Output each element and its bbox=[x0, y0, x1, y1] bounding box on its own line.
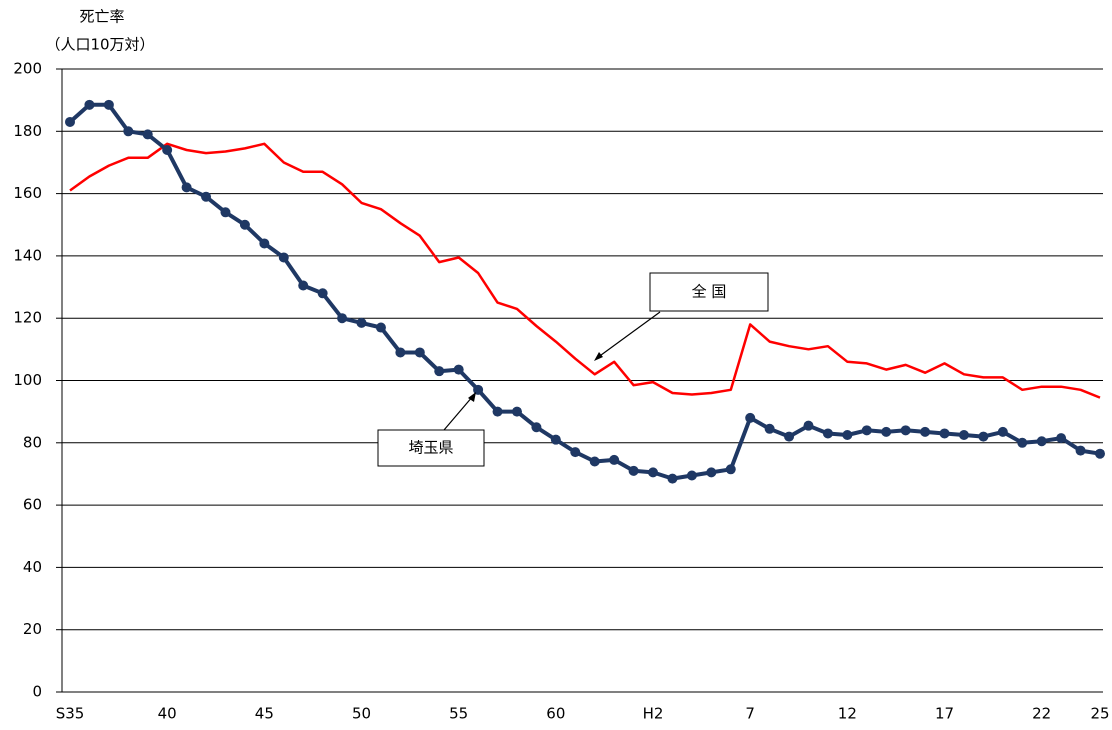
marker bbox=[65, 116, 75, 127]
marker bbox=[1056, 433, 1067, 444]
marker bbox=[978, 431, 989, 442]
marker bbox=[453, 364, 464, 375]
marker bbox=[745, 412, 756, 423]
marker bbox=[511, 406, 522, 417]
arrow bbox=[596, 311, 661, 359]
marker bbox=[861, 425, 872, 436]
marker bbox=[337, 313, 348, 324]
x-tick-label: 25 bbox=[1090, 705, 1109, 723]
y-tick-label: 120 bbox=[13, 309, 42, 327]
marker bbox=[881, 426, 892, 437]
x-tick-label: 45 bbox=[255, 705, 274, 723]
marker bbox=[900, 425, 911, 436]
marker bbox=[939, 428, 950, 439]
x-tick-label: S35 bbox=[56, 705, 85, 723]
y-tick-label: 180 bbox=[13, 122, 42, 140]
series-label: 全 国 bbox=[692, 283, 727, 301]
label-box bbox=[649, 272, 769, 312]
y-tick-label: 140 bbox=[13, 246, 42, 264]
arrow-head bbox=[594, 352, 603, 361]
marker bbox=[822, 428, 833, 439]
marker bbox=[1017, 437, 1028, 448]
y-tick-label: 60 bbox=[23, 496, 42, 514]
marker bbox=[1075, 445, 1086, 456]
marker bbox=[317, 288, 328, 299]
series-label: 埼玉県 bbox=[408, 439, 453, 457]
marker bbox=[259, 238, 270, 249]
marker bbox=[725, 464, 736, 475]
marker bbox=[803, 420, 814, 431]
marker bbox=[686, 470, 697, 481]
y-tick-label: 100 bbox=[13, 371, 42, 389]
marker bbox=[84, 99, 95, 110]
marker bbox=[920, 426, 931, 437]
marker bbox=[414, 347, 425, 358]
marker bbox=[667, 473, 678, 484]
marker bbox=[239, 219, 250, 230]
y-tick-label: 20 bbox=[23, 620, 42, 638]
marker bbox=[201, 191, 212, 202]
series-line bbox=[69, 142, 1101, 399]
marker bbox=[395, 347, 406, 358]
marker bbox=[589, 456, 600, 467]
marker bbox=[531, 422, 542, 433]
marker bbox=[1095, 448, 1105, 459]
x-tick-label: 22 bbox=[1032, 705, 1051, 723]
marker bbox=[609, 454, 620, 465]
marker bbox=[648, 467, 659, 478]
y-tick-label: 200 bbox=[13, 60, 42, 78]
marker bbox=[706, 467, 717, 478]
marker bbox=[570, 447, 581, 458]
y-tick-label: 80 bbox=[23, 433, 42, 451]
y-axis-title: 死亡率 bbox=[79, 8, 124, 26]
marker bbox=[550, 434, 561, 445]
marker bbox=[997, 426, 1008, 437]
marker bbox=[181, 182, 192, 193]
marker bbox=[278, 252, 289, 263]
y-tick-label: 40 bbox=[23, 558, 42, 576]
marker bbox=[958, 430, 969, 441]
x-tick-label: 50 bbox=[352, 705, 371, 723]
marker bbox=[142, 129, 153, 140]
marker bbox=[628, 465, 639, 476]
x-tick-label: 12 bbox=[838, 705, 857, 723]
marker bbox=[162, 144, 173, 155]
y-tick-label: 160 bbox=[13, 184, 42, 202]
marker bbox=[220, 207, 231, 218]
marker bbox=[123, 126, 134, 137]
y-tick-label: 0 bbox=[32, 683, 42, 701]
marker bbox=[784, 431, 795, 442]
arrow-head bbox=[468, 392, 476, 402]
x-tick-label: 7 bbox=[745, 705, 755, 723]
marker bbox=[356, 317, 367, 328]
y-axis-title: （人口10万対） bbox=[45, 36, 154, 54]
marker bbox=[298, 280, 309, 291]
x-tick-label: 55 bbox=[449, 705, 468, 723]
marker bbox=[764, 423, 775, 434]
marker bbox=[375, 322, 386, 333]
marker bbox=[492, 406, 503, 417]
x-tick-label: 40 bbox=[158, 705, 177, 723]
x-tick-label: 17 bbox=[935, 705, 954, 723]
marker bbox=[434, 366, 445, 377]
series-line bbox=[68, 102, 1101, 481]
marker bbox=[1036, 436, 1047, 447]
marker bbox=[842, 430, 853, 441]
arrow bbox=[443, 395, 474, 431]
label-box bbox=[377, 429, 485, 467]
marker bbox=[103, 99, 114, 110]
x-tick-label: 60 bbox=[546, 705, 565, 723]
x-tick-label: H2 bbox=[643, 705, 664, 723]
